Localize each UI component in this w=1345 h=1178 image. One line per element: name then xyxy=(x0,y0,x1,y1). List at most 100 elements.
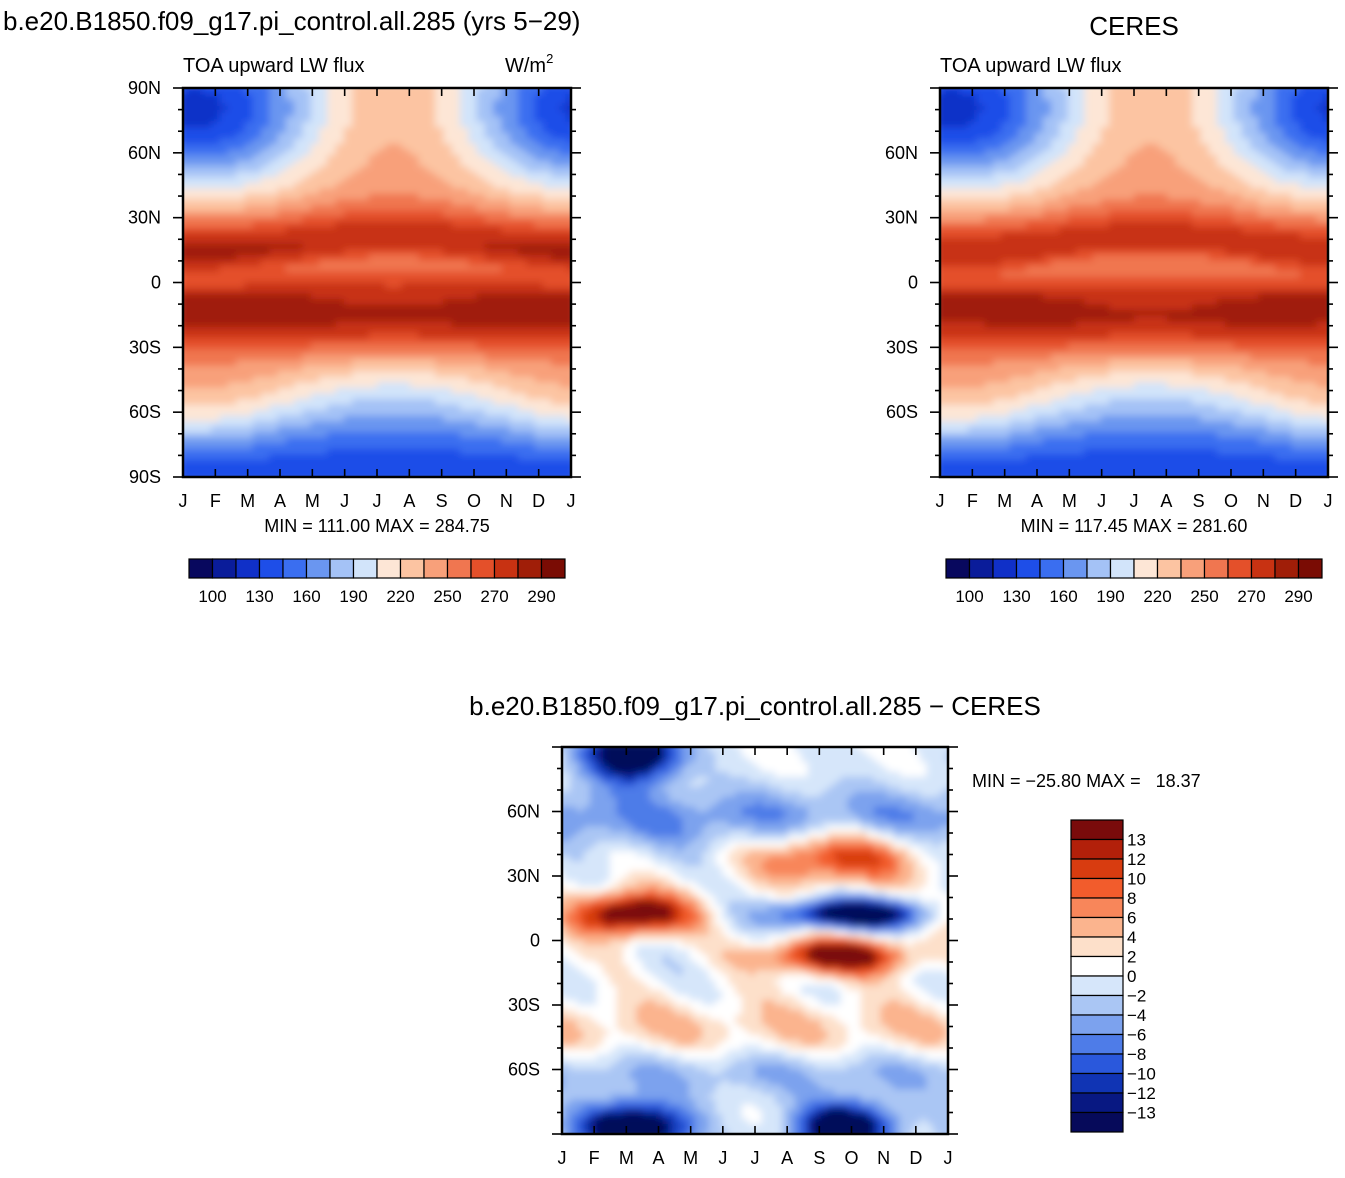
colorbar-label: −12 xyxy=(1127,1084,1156,1103)
y-tick-label: 0 xyxy=(908,273,918,293)
colorbar-swatch xyxy=(992,558,1018,579)
y-tick-label: 30N xyxy=(507,866,540,886)
colorbar-swatch xyxy=(1250,558,1276,579)
colorbar-swatch xyxy=(1070,975,1124,997)
y-tick-label: 60N xyxy=(507,802,540,822)
colorbar-label: 220 xyxy=(1143,587,1171,606)
colorbar-label: 6 xyxy=(1127,909,1136,928)
x-tick-label: J xyxy=(751,1148,760,1168)
colorbar-swatch xyxy=(1297,558,1323,579)
colorbar-swatch xyxy=(1070,936,1124,958)
colorbar-swatch xyxy=(1070,1053,1124,1075)
ceres-stats: MIN = 117.45 MAX = 281.60 xyxy=(1021,516,1248,536)
x-tick-label: A xyxy=(652,1148,664,1168)
model-subtitle: TOA upward LW flux xyxy=(183,55,365,77)
x-tick-label: D xyxy=(1289,491,1302,511)
x-tick-label: J xyxy=(1130,491,1139,511)
x-tick-label: M xyxy=(240,491,255,511)
colorbar-swatch xyxy=(540,558,566,579)
x-tick-label: J xyxy=(936,491,945,511)
diff-title: b.e20.B1850.f09_g17.pi_control.all.285 −… xyxy=(469,691,1041,721)
x-tick-label: J xyxy=(567,491,576,511)
colorbar-label: 13 xyxy=(1127,831,1146,850)
x-tick-label: A xyxy=(274,491,286,511)
colorbar-swatch xyxy=(1109,558,1135,579)
colorbar-swatch xyxy=(399,558,425,579)
x-tick-label: J xyxy=(718,1148,727,1168)
colorbar-swatch xyxy=(1070,897,1124,919)
x-tick-label: S xyxy=(1193,491,1205,511)
colorbar-label: −4 xyxy=(1127,1006,1146,1025)
x-tick-label: J xyxy=(373,491,382,511)
colorbar-swatch xyxy=(1133,558,1159,579)
colorbar-swatch xyxy=(1015,558,1041,579)
colorbar-label: 12 xyxy=(1127,850,1146,869)
colorbar-swatch xyxy=(1070,877,1124,899)
y-tick-label: 60N xyxy=(128,143,161,163)
colorbar-label: 190 xyxy=(339,587,367,606)
panel-difference: b.e20.B1850.f09_g17.pi_control.all.285 −… xyxy=(469,691,1200,1168)
y-tick-label: 60S xyxy=(886,402,918,422)
colorbar-swatch xyxy=(470,558,496,579)
colorbar-swatch xyxy=(305,558,331,579)
ceres-title: CERES xyxy=(1089,11,1179,41)
ceres-colorbar: 100 130 160 190 220 250 270 290 xyxy=(945,558,1323,606)
x-tick-label: J xyxy=(1097,491,1106,511)
colorbar-label: −10 xyxy=(1127,1065,1156,1084)
colorbar-swatch xyxy=(1070,819,1124,841)
colorbar-swatch xyxy=(446,558,472,579)
colorbar-swatch xyxy=(258,558,284,579)
colorbar-label: 100 xyxy=(198,587,226,606)
colorbar-label: 160 xyxy=(292,587,320,606)
colorbar-swatch xyxy=(1156,558,1182,579)
x-tick-label: A xyxy=(403,491,415,511)
x-tick-label: D xyxy=(532,491,545,511)
x-tick-label: D xyxy=(909,1148,922,1168)
model-title: b.e20.B1850.f09_g17.pi_control.all.285 (… xyxy=(3,6,580,36)
x-tick-label: F xyxy=(967,491,978,511)
colorbar-swatch xyxy=(1070,955,1124,977)
colorbar-swatch xyxy=(211,558,237,579)
colorbar-swatch xyxy=(235,558,261,579)
units-superscript: 2 xyxy=(546,51,553,66)
colorbar-label: 130 xyxy=(1002,587,1030,606)
colorbar-label: 190 xyxy=(1096,587,1124,606)
y-tick-label: 30S xyxy=(129,337,161,357)
diff-stats: MIN = −25.80 MAX = 18.37 xyxy=(972,771,1201,791)
colorbar-label: 100 xyxy=(955,587,983,606)
colorbar-label: 160 xyxy=(1049,587,1077,606)
y-tick-label: 0 xyxy=(151,273,161,293)
colorbar-swatch xyxy=(376,558,402,579)
colorbar-swatch xyxy=(968,558,994,579)
x-tick-label: J xyxy=(340,491,349,511)
x-tick-label: J xyxy=(558,1148,567,1168)
x-tick-label: S xyxy=(436,491,448,511)
x-tick-label: J xyxy=(1324,491,1333,511)
x-tick-label: S xyxy=(813,1148,825,1168)
colorbar-swatch xyxy=(1070,1033,1124,1055)
y-tick-label: 30S xyxy=(886,337,918,357)
y-tick-label: 30S xyxy=(508,995,540,1015)
colorbar-label: 2 xyxy=(1127,948,1136,967)
colorbar-label: 10 xyxy=(1127,870,1146,889)
colorbar-label: −8 xyxy=(1127,1045,1146,1064)
y-tick-label: 0 xyxy=(530,931,540,951)
x-tick-label: N xyxy=(1257,491,1270,511)
panel-model: b.e20.B1850.f09_g17.pi_control.all.285 (… xyxy=(3,6,581,606)
colorbar-swatch xyxy=(517,558,543,579)
colorbar-swatch xyxy=(1070,1111,1124,1133)
x-tick-label: M xyxy=(305,491,320,511)
ceres-subtitle: TOA upward LW flux xyxy=(940,55,1122,77)
x-tick-label: M xyxy=(683,1148,698,1168)
ceres-field xyxy=(940,88,1328,477)
x-tick-label: F xyxy=(589,1148,600,1168)
colorbar-swatch xyxy=(1070,1014,1124,1036)
colorbar-label: 130 xyxy=(245,587,273,606)
x-tick-label: O xyxy=(1224,491,1238,511)
colorbar-label: 270 xyxy=(480,587,508,606)
